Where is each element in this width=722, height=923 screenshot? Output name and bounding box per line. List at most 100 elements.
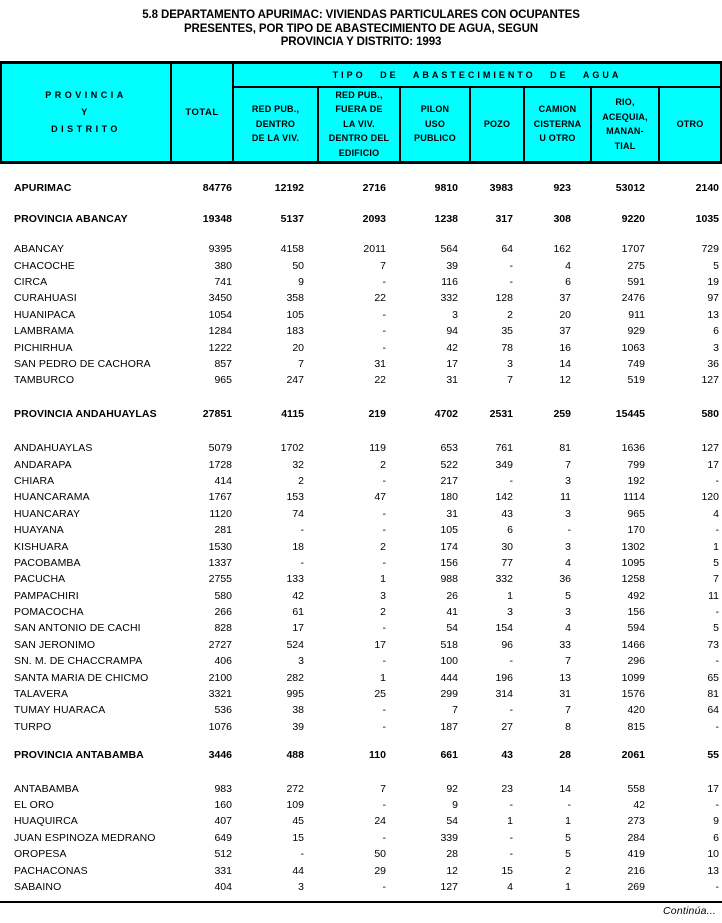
column-header-sub: RED PUB., DENTRO DE LA VIV. (234, 87, 319, 161)
row-label: CHIARA (14, 474, 55, 487)
cell-value: 488 (286, 749, 304, 762)
cell-value: 1120 (209, 507, 232, 520)
cell-value: 13 (559, 671, 571, 684)
cell-value: 1767 (208, 491, 232, 504)
cell-value: 196 (495, 671, 513, 684)
row-label: PACOBAMBA (14, 556, 81, 569)
cell-value: 42 (633, 799, 645, 811)
row-label: TAMBURCO (14, 374, 75, 387)
province-total-row: PROVINCIA ANDAHUAYLAS 27851 4115 219 4702 253… (0, 406, 722, 422)
cell-value: 3983 (489, 181, 513, 194)
cell-value: 162 (553, 243, 571, 256)
cell-value: 192 (627, 474, 645, 487)
cell-value: 281 (214, 524, 232, 537)
cell-value: 219 (368, 407, 386, 420)
header-line: MANAN- (606, 126, 644, 136)
row-label: KISHUARA (14, 540, 69, 553)
cell-value: 1337 (208, 556, 232, 569)
cell-value: 273 (627, 815, 645, 828)
cell-value: 127 (701, 374, 719, 387)
column-header-sub: PILON USO PUBLICO (401, 87, 471, 161)
cell-value: 32 (292, 458, 304, 471)
cell-value: 2727 (208, 638, 232, 651)
district-row: HUANCARAMA 1767 153 47 180 142 11 1114 120 (0, 489, 722, 505)
district-row: HUAYANA 281 - - 105 6 - 170 - (0, 522, 722, 538)
cell-value: 100 (440, 655, 458, 668)
district-row: PAMPACHIRI 580 42 3 26 1 5 492 11 (0, 588, 722, 604)
cell-value: 923 (553, 181, 571, 194)
header-line: RED PUB., (251, 104, 300, 115)
cell-value: 2 (298, 474, 304, 487)
cell-value: 17 (446, 358, 458, 371)
row-label: SABAINO (14, 880, 62, 893)
cell-value: 17 (707, 458, 719, 471)
header-line: DE LA VIV. (251, 133, 300, 144)
cell-value: - (382, 524, 387, 537)
cell-value: 180 (440, 491, 458, 504)
cell-value: 404 (214, 880, 232, 893)
continua-note: Continúa... (663, 905, 716, 918)
cell-value: - (715, 720, 720, 733)
cell-value: 965 (627, 507, 645, 520)
title-line: PRESENTES, POR TIPO DE ABASTECIMIENTO DE… (183, 22, 539, 35)
cell-value: 25 (374, 688, 386, 701)
cell-value: 154 (495, 622, 513, 635)
cell-value: - (382, 622, 387, 635)
cell-value: 41 (446, 606, 458, 619)
cell-value: 1095 (621, 556, 645, 569)
cell-value: 4 (565, 259, 571, 272)
cell-value: 13 (707, 308, 719, 321)
column-header-provincia-distrito: PROVINCIA Y DISTRITO (2, 63, 172, 161)
cell-value: 558 (627, 782, 645, 795)
row-label: CIRCA (14, 276, 48, 289)
cell-value: 24 (374, 815, 386, 828)
cell-value: 81 (559, 442, 571, 455)
row-label: EL ORO (14, 799, 54, 811)
row-label: APURIMAC (14, 181, 72, 194)
district-row: SABAINO 404 3 - 127 4 1 269 - (0, 879, 722, 895)
cell-value: 9 (452, 799, 458, 811)
cell-value: 17 (292, 622, 304, 635)
row-label: HUAQUIRCA (14, 815, 78, 828)
cell-value: 308 (553, 212, 571, 225)
cell-value: 259 (553, 407, 571, 420)
cell-value: 349 (495, 458, 513, 471)
row-label: PROVINCIA ANTABAMBA (14, 749, 144, 762)
cell-value: 9 (298, 276, 304, 289)
cell-value: 12192 (274, 181, 304, 194)
district-row: JUAN ESPINOZA MEDRANO 649 15 - 339 - 5 284 6 (0, 830, 722, 846)
cell-value: - (382, 799, 387, 811)
cell-value: 14 (559, 358, 571, 371)
row-label: HUANIPACA (14, 308, 76, 321)
cell-value: 7 (507, 374, 513, 387)
cell-value: 7 (565, 458, 571, 471)
column-header-sub: OTRO (660, 88, 720, 161)
cell-value: 6 (713, 325, 719, 338)
cell-value: 22 (374, 374, 386, 387)
row-label: SANTA MARIA DE CHICMO (14, 671, 149, 684)
cell-value: 105 (440, 524, 458, 537)
header-line: PUBLICO (414, 133, 456, 144)
cell-value: 5 (713, 622, 719, 635)
row-label: PICHIRHUA (14, 341, 73, 354)
cell-value: 127 (440, 880, 458, 893)
cell-value: 1238 (434, 212, 458, 225)
cell-value: 3 (507, 606, 513, 619)
cell-value: 142 (495, 491, 513, 504)
cell-value: 22 (374, 292, 386, 305)
cell-value: 247 (286, 374, 304, 387)
bottom-rule (0, 901, 722, 904)
cell-value: - (382, 655, 387, 668)
cell-value: 284 (627, 831, 645, 844)
cell-value: 965 (214, 374, 232, 387)
cell-value: 5 (565, 589, 571, 602)
cell-value: 96 (501, 638, 513, 651)
cell-value: 5 (565, 848, 571, 861)
cell-value: 183 (286, 325, 304, 338)
cell-value: 2476 (621, 292, 645, 305)
cell-value: 128 (495, 292, 513, 305)
cell-value: 16 (559, 341, 571, 354)
cell-value: 156 (627, 606, 645, 619)
district-row: PICHIRHUA 1222 20 - 42 78 16 1063 3 (0, 340, 722, 356)
cell-value: 314 (495, 688, 513, 701)
